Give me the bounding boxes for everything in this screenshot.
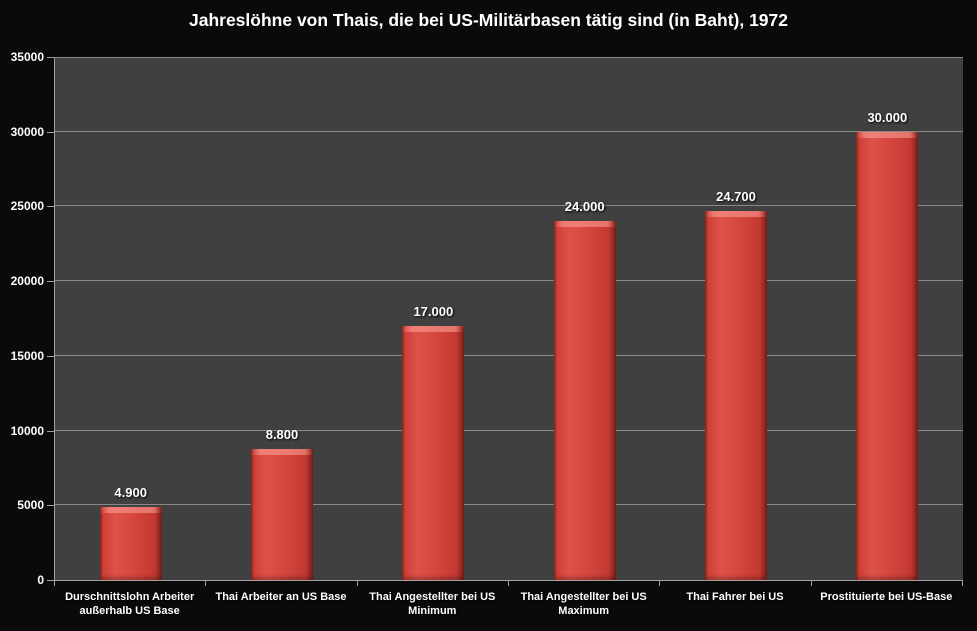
gridline-5000 — [55, 504, 963, 506]
x-axis-tick — [659, 581, 661, 586]
x-axis-category-label: Thai Angestellter bei US Maximum — [520, 591, 647, 617]
x-axis-tick — [205, 581, 207, 586]
bar-value-label: 4.900 — [114, 485, 147, 500]
y-axis-label: 25000 — [10, 199, 44, 214]
y-axis-label: 15000 — [10, 348, 44, 363]
bar-5 — [705, 211, 767, 580]
bar-value-label: 24.000 — [564, 199, 605, 214]
x-axis-tick — [810, 581, 812, 586]
y-axis-tick — [47, 430, 54, 432]
gridline-10000 — [55, 429, 963, 431]
y-axis-label: 35000 — [10, 50, 44, 64]
x-axis-category-label: Prostituierte bei US-Base — [820, 591, 953, 603]
bar-value-label: 8.800 — [265, 427, 299, 442]
x-axis-tick — [962, 581, 963, 586]
bar-2 — [251, 449, 313, 580]
y-axis-label: 5000 — [17, 498, 44, 513]
y-axis-tick — [47, 206, 54, 208]
bar-4 — [553, 221, 616, 580]
x-axis-category-label: Thai Fahrer bei US — [686, 591, 784, 603]
x-axis-tick — [508, 581, 509, 586]
gridline-30000 — [55, 130, 963, 132]
plot-area: 4.900 8.800 17.000 24.000 24.700 30.000 — [54, 57, 963, 581]
gridline-15000 — [55, 354, 963, 356]
x-axis: Durschnittslohn Arbeiter außerhalb US Ba… — [54, 590, 962, 626]
bar-3 — [402, 326, 465, 580]
bar-value-label: 30.000 — [867, 110, 908, 125]
x-axis-category-label: Thai Arbeiter an US Base — [215, 591, 347, 603]
y-axis-label: 30000 — [10, 124, 44, 139]
y-axis-tick — [47, 355, 54, 357]
x-axis-category-label: Thai Angestellter bei US Minimum — [369, 591, 496, 617]
y-axis-tick — [47, 580, 54, 581]
gridline-20000 — [55, 280, 963, 282]
chart-title: Jahreslöhne von Thais, die bei US-Militä… — [188, 10, 789, 30]
x-axis-tick — [356, 581, 358, 586]
x-axis-category-label: Durschnittslohn Arbeiter außerhalb US Ba… — [65, 591, 195, 617]
gridline-35000 — [55, 57, 963, 58]
y-axis-tick — [47, 57, 54, 58]
y-axis-label: 20000 — [10, 274, 44, 289]
x-axis-tick — [54, 581, 55, 586]
bar-6 — [856, 132, 919, 580]
bar-1 — [99, 507, 162, 580]
bar-value-label: 17.000 — [413, 304, 454, 319]
gridline-25000 — [55, 205, 963, 207]
y-axis-tick — [47, 505, 54, 507]
y-axis-tick — [47, 131, 54, 133]
bar-value-label: 24.700 — [716, 189, 756, 204]
y-axis-label: 0 — [37, 573, 44, 587]
y-axis-tick — [47, 281, 54, 283]
y-axis-label: 10000 — [10, 423, 44, 438]
